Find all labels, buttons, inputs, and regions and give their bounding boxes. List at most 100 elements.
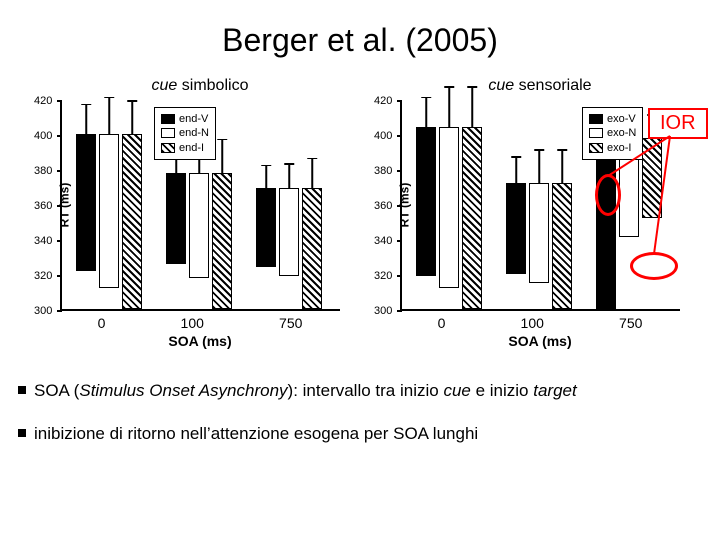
legend-item: end-V	[161, 112, 209, 126]
ytick-mark	[397, 310, 402, 312]
ytick-mark	[57, 100, 62, 102]
legend-swatch	[161, 114, 175, 124]
right-soa-ticks: 0 100 750	[400, 315, 680, 331]
bar	[462, 127, 482, 309]
legend-swatch	[161, 143, 175, 153]
bullet-item: SOA (Stimulus Onset Asynchrony): interva…	[18, 377, 702, 406]
legend-label: exo-N	[607, 126, 636, 140]
soa-tick: 750	[619, 315, 642, 331]
ytick-mark	[57, 170, 62, 172]
bullet-text: SOA (Stimulus Onset Asynchrony): interva…	[34, 377, 577, 406]
ytick-label: 380	[34, 165, 52, 177]
bullet-marker	[18, 429, 26, 437]
ytick-mark	[397, 100, 402, 102]
ytick-label: 300	[374, 305, 392, 317]
ytick-label: 380	[374, 165, 392, 177]
legend-item: exo-N	[589, 126, 636, 140]
error-bar	[288, 163, 290, 189]
ior-label-box: IOR	[648, 108, 708, 139]
left-soa-label: SOA (ms)	[60, 333, 340, 349]
left-chart-block: cue simbolico RT (ms) 300320340360380400…	[40, 77, 340, 349]
ytick-label: 320	[34, 270, 52, 282]
bar	[439, 127, 459, 288]
bullet-list: SOA (Stimulus Onset Asynchrony): interva…	[0, 377, 720, 449]
right-subtitle: cue sensoriale	[380, 77, 680, 95]
bar	[552, 183, 572, 309]
error-bar	[515, 156, 517, 184]
error-bar	[221, 139, 223, 174]
bar	[122, 134, 142, 309]
error-bar	[448, 86, 450, 128]
bar-group	[506, 183, 572, 309]
legend-item: exo-I	[589, 141, 636, 155]
page-title: Berger et al. (2005)	[0, 0, 720, 59]
soa-tick: 0	[438, 315, 446, 331]
ytick-mark	[397, 135, 402, 137]
ytick-mark	[397, 240, 402, 242]
bar-group	[416, 127, 482, 309]
bar-group	[166, 173, 232, 310]
charts-row: cue simbolico RT (ms) 300320340360380400…	[0, 77, 720, 349]
ytick-label: 320	[374, 270, 392, 282]
ytick-mark	[57, 275, 62, 277]
error-bar	[311, 158, 313, 190]
ytick-mark	[57, 205, 62, 207]
bar	[166, 173, 186, 264]
ytick-label: 360	[34, 200, 52, 212]
right-chart-area: RT (ms) 300320340360380400420exo-Vexo-Ne…	[400, 101, 680, 311]
bar-group	[76, 134, 142, 309]
ytick-mark	[397, 275, 402, 277]
right-subtitle-plain: sensoriale	[514, 77, 591, 94]
error-bar	[561, 149, 563, 184]
legend-swatch	[589, 128, 603, 138]
bar	[416, 127, 436, 276]
ytick-label: 300	[34, 305, 52, 317]
bar	[212, 173, 232, 310]
legend-item: exo-V	[589, 112, 636, 126]
legend-label: end-I	[179, 141, 204, 155]
soa-tick: 0	[98, 315, 106, 331]
bar	[529, 183, 549, 283]
legend-swatch	[589, 143, 603, 153]
soa-tick: 100	[181, 315, 204, 331]
legend: exo-Vexo-Nexo-I	[582, 107, 643, 160]
bar	[302, 188, 322, 309]
bar	[189, 173, 209, 278]
ytick-label: 400	[374, 130, 392, 142]
soa-tick: 100	[521, 315, 544, 331]
error-bar	[265, 165, 267, 190]
ytick-mark	[397, 170, 402, 172]
legend-item: end-N	[161, 126, 209, 140]
left-subtitle-italic: cue	[152, 77, 178, 94]
soa-tick: 750	[279, 315, 302, 331]
ytick-mark	[57, 135, 62, 137]
error-bar	[108, 97, 110, 136]
ytick-label: 420	[374, 95, 392, 107]
bar	[256, 188, 276, 267]
bar	[99, 134, 119, 288]
ytick-mark	[57, 240, 62, 242]
bullet-item: inibizione di ritorno nell’attenzione es…	[18, 420, 702, 449]
bar-group	[596, 138, 662, 310]
ytick-label: 360	[374, 200, 392, 212]
legend-label: end-V	[179, 112, 208, 126]
ytick-label: 340	[374, 235, 392, 247]
error-bar	[471, 86, 473, 128]
bullet-marker	[18, 386, 26, 394]
legend: end-Vend-Nend-I	[154, 107, 216, 160]
ytick-mark	[397, 205, 402, 207]
legend-label: end-N	[179, 126, 209, 140]
ytick-label: 420	[34, 95, 52, 107]
error-bar	[85, 104, 87, 136]
error-bar	[131, 100, 133, 135]
bullet-text: inibizione di ritorno nell’attenzione es…	[34, 420, 478, 449]
ytick-label: 340	[34, 235, 52, 247]
legend-item: end-I	[161, 141, 209, 155]
left-subtitle-plain: simbolico	[177, 77, 248, 94]
legend-swatch	[161, 128, 175, 138]
bar-group	[256, 188, 322, 309]
bar	[279, 188, 299, 276]
right-chart-block: cue sensoriale RT (ms) 30032034036038040…	[380, 77, 680, 349]
error-bar	[538, 149, 540, 184]
bar	[642, 138, 662, 219]
